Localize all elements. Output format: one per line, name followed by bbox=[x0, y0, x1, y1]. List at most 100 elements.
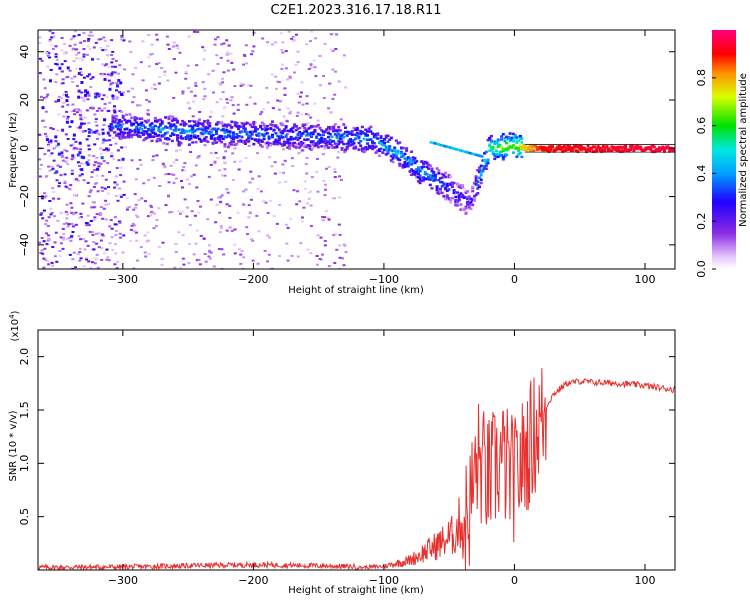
noise-cell bbox=[220, 194, 224, 197]
noise-cell bbox=[111, 94, 115, 98]
noise-cell bbox=[195, 64, 199, 67]
colorbar-tick-label: 0.4 bbox=[695, 165, 708, 183]
signal-cell bbox=[179, 135, 183, 138]
signal-cell bbox=[350, 139, 354, 143]
noise-cell bbox=[122, 234, 126, 237]
signal-cell bbox=[459, 149, 462, 152]
x-tick-label: 0 bbox=[511, 273, 518, 286]
signal-cell bbox=[635, 144, 639, 148]
signal-cell bbox=[238, 131, 242, 134]
noise-cell bbox=[145, 240, 149, 243]
noise-cell bbox=[295, 143, 299, 145]
noise-cell bbox=[125, 208, 129, 211]
signal-cell bbox=[483, 159, 487, 162]
signal-cell bbox=[267, 142, 271, 145]
noise-cell bbox=[51, 187, 55, 190]
noise-cell bbox=[91, 131, 95, 134]
noise-cell bbox=[87, 128, 91, 131]
signal-cell bbox=[506, 137, 510, 141]
noise-cell bbox=[237, 248, 241, 251]
signal-cell bbox=[425, 165, 429, 169]
signal-cell bbox=[429, 141, 433, 144]
signal-cell bbox=[383, 141, 386, 145]
noise-cell bbox=[307, 68, 311, 70]
noise-cell bbox=[118, 64, 122, 67]
noise-cell bbox=[38, 133, 42, 136]
signal-cell bbox=[186, 129, 190, 133]
signal-cell bbox=[209, 135, 213, 139]
noise-cell bbox=[157, 82, 161, 85]
signal-cell bbox=[170, 119, 174, 122]
noise-cell bbox=[101, 49, 105, 52]
noise-cell bbox=[174, 251, 178, 254]
signal-cell bbox=[410, 168, 414, 171]
noise-cell bbox=[52, 197, 55, 200]
noise-cell bbox=[224, 150, 228, 153]
noise-cell bbox=[98, 93, 101, 96]
signal-cell bbox=[522, 143, 526, 147]
signal-cell bbox=[416, 172, 420, 176]
noise-cell bbox=[222, 156, 226, 158]
noise-cell bbox=[134, 214, 138, 217]
noise-cell bbox=[51, 32, 55, 35]
noise-cell bbox=[233, 252, 237, 255]
signal-cell bbox=[162, 127, 166, 130]
signal-cell bbox=[116, 127, 120, 131]
noise-cell bbox=[89, 129, 93, 132]
signal-cell bbox=[603, 149, 607, 153]
noise-cell bbox=[103, 103, 107, 105]
signal-cell bbox=[471, 198, 475, 201]
noise-cell bbox=[267, 253, 271, 256]
signal-cell bbox=[384, 148, 388, 151]
noise-cell bbox=[152, 227, 156, 230]
signal-cell bbox=[520, 146, 524, 149]
noise-cell bbox=[236, 103, 240, 106]
noise-cell bbox=[248, 211, 252, 214]
noise-cell bbox=[336, 156, 340, 159]
signal-cell bbox=[235, 133, 239, 136]
signal-cell bbox=[181, 119, 185, 123]
signal-cell bbox=[293, 141, 297, 145]
noise-cell bbox=[122, 39, 126, 42]
noise-cell bbox=[181, 210, 185, 213]
signal-cell bbox=[433, 142, 437, 145]
signal-cell bbox=[138, 122, 142, 126]
heatmap-cells bbox=[38, 30, 675, 269]
signal-cell bbox=[418, 174, 422, 177]
signal-cell bbox=[369, 146, 373, 149]
signal-cell bbox=[398, 162, 402, 166]
signal-cell bbox=[262, 134, 266, 138]
noise-cell bbox=[104, 203, 108, 206]
signal-cell bbox=[486, 138, 490, 142]
noise-cell bbox=[281, 51, 285, 54]
signal-cell bbox=[279, 122, 283, 125]
signal-cell bbox=[121, 131, 125, 134]
signal-cell bbox=[505, 135, 509, 139]
signal-cell bbox=[440, 172, 444, 176]
signal-cell bbox=[230, 140, 234, 143]
signal-cell bbox=[203, 139, 207, 142]
signal-cell bbox=[449, 175, 453, 179]
signal-cell bbox=[254, 138, 257, 141]
signal-cell bbox=[666, 145, 670, 149]
noise-cell bbox=[60, 151, 64, 155]
signal-cell bbox=[257, 132, 261, 135]
noise-cell bbox=[105, 258, 109, 261]
noise-cell bbox=[132, 230, 136, 233]
noise-cell bbox=[62, 52, 66, 55]
signal-cell bbox=[113, 116, 117, 119]
signal-cell bbox=[315, 136, 319, 140]
noise-cell bbox=[66, 163, 70, 166]
noise-cell bbox=[284, 223, 288, 226]
noise-cell bbox=[160, 263, 164, 266]
signal-cell bbox=[657, 149, 661, 152]
noise-cell bbox=[253, 121, 257, 124]
noise-cell bbox=[41, 106, 45, 110]
signal-cell bbox=[204, 130, 208, 133]
signal-cell bbox=[211, 141, 215, 145]
noise-cell bbox=[78, 174, 82, 177]
signal-cell bbox=[165, 131, 169, 134]
signal-cell bbox=[298, 130, 302, 134]
noise-cell bbox=[100, 259, 104, 261]
signal-cell bbox=[147, 133, 151, 137]
